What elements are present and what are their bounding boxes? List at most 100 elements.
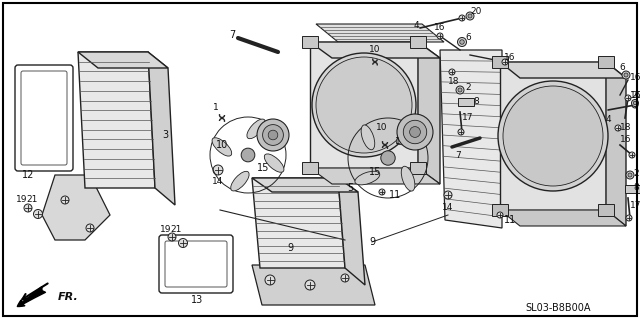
Polygon shape xyxy=(440,50,502,228)
Circle shape xyxy=(466,12,474,20)
Circle shape xyxy=(625,95,631,101)
FancyBboxPatch shape xyxy=(492,204,508,216)
FancyBboxPatch shape xyxy=(598,204,614,216)
Polygon shape xyxy=(316,24,444,42)
Polygon shape xyxy=(418,42,440,184)
Circle shape xyxy=(403,120,427,144)
Circle shape xyxy=(468,14,472,18)
Polygon shape xyxy=(606,62,626,226)
FancyBboxPatch shape xyxy=(302,162,318,174)
Text: 11: 11 xyxy=(389,190,401,200)
Circle shape xyxy=(24,204,32,212)
Text: 1: 1 xyxy=(213,103,219,113)
Ellipse shape xyxy=(396,131,421,145)
Text: 7: 7 xyxy=(229,30,235,40)
Text: 4: 4 xyxy=(413,20,419,29)
Circle shape xyxy=(626,215,632,221)
Text: 19: 19 xyxy=(16,196,28,204)
Circle shape xyxy=(502,59,508,65)
Circle shape xyxy=(410,127,420,137)
Circle shape xyxy=(262,125,284,145)
Ellipse shape xyxy=(231,171,249,191)
Text: 8: 8 xyxy=(633,183,639,192)
Polygon shape xyxy=(500,62,626,78)
Text: 14: 14 xyxy=(212,177,224,187)
Text: 6: 6 xyxy=(619,63,625,72)
Text: 9: 9 xyxy=(369,237,375,247)
Circle shape xyxy=(622,71,630,79)
Text: 5: 5 xyxy=(347,183,353,193)
Polygon shape xyxy=(310,168,440,184)
Circle shape xyxy=(458,129,464,135)
Text: 17: 17 xyxy=(462,114,474,122)
Polygon shape xyxy=(310,42,418,168)
Text: 16: 16 xyxy=(620,136,632,145)
Circle shape xyxy=(633,101,637,105)
Text: 7: 7 xyxy=(455,151,461,160)
Circle shape xyxy=(629,152,635,158)
Circle shape xyxy=(458,38,467,47)
Text: 12: 12 xyxy=(22,170,35,180)
FancyBboxPatch shape xyxy=(302,36,318,48)
Circle shape xyxy=(449,69,455,75)
Circle shape xyxy=(257,119,289,151)
Circle shape xyxy=(381,151,396,165)
Circle shape xyxy=(459,15,465,21)
Text: 18: 18 xyxy=(620,123,632,132)
Circle shape xyxy=(397,114,433,150)
Text: 20: 20 xyxy=(631,92,640,100)
Text: 21: 21 xyxy=(170,226,182,234)
Circle shape xyxy=(632,100,639,107)
Text: 16: 16 xyxy=(435,23,445,32)
FancyBboxPatch shape xyxy=(410,162,426,174)
Text: 14: 14 xyxy=(442,203,454,211)
Text: 13: 13 xyxy=(191,295,203,305)
Ellipse shape xyxy=(212,138,232,156)
Text: 4: 4 xyxy=(605,115,611,124)
Text: 16: 16 xyxy=(630,73,640,83)
Circle shape xyxy=(341,274,349,282)
Text: 10: 10 xyxy=(216,140,228,150)
Text: 9: 9 xyxy=(287,243,293,253)
Text: 16: 16 xyxy=(504,53,516,62)
Ellipse shape xyxy=(355,171,380,185)
Polygon shape xyxy=(625,185,640,193)
Ellipse shape xyxy=(264,154,284,172)
Text: 10: 10 xyxy=(369,46,381,55)
Circle shape xyxy=(379,189,385,195)
Text: 16: 16 xyxy=(630,92,640,100)
Circle shape xyxy=(179,239,188,248)
Polygon shape xyxy=(78,52,168,68)
FancyBboxPatch shape xyxy=(598,56,614,68)
Circle shape xyxy=(168,233,176,241)
Text: 17: 17 xyxy=(630,201,640,210)
Polygon shape xyxy=(252,178,345,268)
Circle shape xyxy=(628,173,632,177)
Circle shape xyxy=(241,148,255,162)
Circle shape xyxy=(305,280,315,290)
Text: 11: 11 xyxy=(504,215,516,225)
FancyBboxPatch shape xyxy=(410,36,426,48)
Text: 8: 8 xyxy=(473,98,479,107)
Polygon shape xyxy=(458,98,474,106)
Text: 2: 2 xyxy=(465,84,471,93)
Circle shape xyxy=(624,73,628,77)
Circle shape xyxy=(632,102,638,108)
Circle shape xyxy=(456,86,464,94)
Text: 20: 20 xyxy=(470,8,482,17)
Polygon shape xyxy=(42,175,110,240)
Polygon shape xyxy=(78,52,155,188)
Text: 18: 18 xyxy=(448,78,460,86)
Circle shape xyxy=(458,88,462,92)
Text: 10: 10 xyxy=(376,123,388,132)
Polygon shape xyxy=(148,52,175,205)
Ellipse shape xyxy=(401,166,415,191)
Circle shape xyxy=(265,275,275,285)
Polygon shape xyxy=(252,265,375,305)
Circle shape xyxy=(626,171,634,179)
Circle shape xyxy=(86,224,94,232)
Text: 2: 2 xyxy=(633,168,639,177)
Circle shape xyxy=(268,130,278,140)
Circle shape xyxy=(33,210,42,219)
Polygon shape xyxy=(310,42,440,58)
